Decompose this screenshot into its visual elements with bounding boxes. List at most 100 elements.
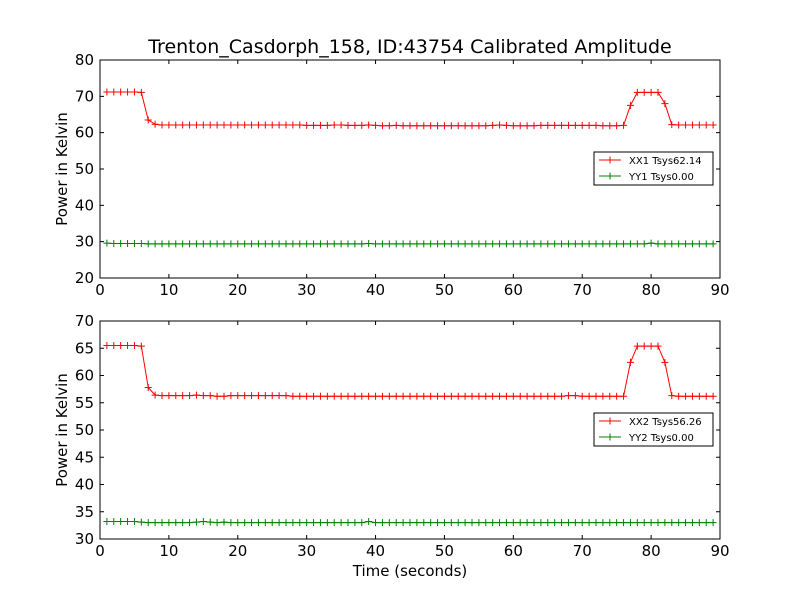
top-point-0-66 — [558, 121, 566, 129]
bottom-point-1-60 — [516, 519, 524, 527]
bottom-point-0-8 — [158, 392, 166, 400]
bottom-point-0-61 — [523, 392, 531, 400]
top-point-0-63 — [537, 121, 545, 129]
top-point-0-29 — [303, 121, 311, 129]
bottom-point-0-18 — [227, 392, 235, 400]
bottom-point-0-30 — [310, 392, 318, 400]
bottom-point-0-55 — [482, 392, 490, 400]
bottom-point-1-59 — [509, 519, 517, 527]
top-point-0-58 — [502, 121, 510, 129]
bottom-point-1-74 — [613, 519, 621, 527]
bottom-point-0-41 — [385, 392, 393, 400]
bottom-point-0-49 — [440, 392, 448, 400]
top-point-1-11 — [179, 240, 187, 248]
top-point-0-82 — [668, 121, 676, 129]
top-point-1-42 — [392, 240, 400, 248]
bottom-point-0-43 — [399, 392, 407, 400]
bottom-legend-label-1: YY2 Tsys0.00 — [628, 433, 694, 444]
bottom-ytick-label-1: 35 — [75, 503, 94, 521]
top-point-1-7 — [151, 240, 159, 248]
bottom-series-line-0 — [106, 345, 714, 397]
top-point-1-83 — [675, 240, 683, 248]
top-point-0-87 — [702, 121, 710, 129]
bottom-point-1-18 — [227, 519, 235, 527]
top-point-0-69 — [578, 121, 586, 129]
top-point-1-47 — [427, 240, 435, 248]
bottom-point-0-60 — [516, 392, 524, 400]
top-point-0-85 — [688, 121, 696, 129]
bottom-point-1-35 — [344, 519, 352, 527]
top-ytick-label-5: 70 — [75, 87, 94, 105]
bottom-point-0-35 — [344, 392, 352, 400]
bottom-point-0-67 — [564, 392, 572, 400]
bottom-point-1-14 — [199, 518, 207, 526]
top-point-0-5 — [137, 88, 145, 96]
top-point-1-38 — [365, 239, 373, 247]
bottom-plot-panel: 0 10 20 30 40 50 60 70 80 90 30 35 40 45 50 55 60 65 70 Pow… — [53, 312, 730, 580]
bottom-point-0-46 — [420, 392, 428, 400]
bottom-point-1-54 — [475, 519, 483, 527]
bottom-point-1-23 — [261, 519, 269, 527]
bottom-point-0-25 — [275, 392, 283, 400]
bottom-point-1-10 — [172, 519, 180, 527]
bottom-point-1-75 — [620, 519, 628, 527]
bottom-point-1-45 — [413, 519, 421, 527]
top-point-0-0 — [103, 88, 111, 96]
bottom-point-1-13 — [192, 518, 200, 526]
top-point-1-0 — [103, 239, 111, 247]
bottom-point-0-4 — [130, 342, 138, 350]
top-point-1-3 — [124, 239, 132, 247]
bottom-point-1-72 — [599, 519, 607, 527]
bottom-point-0-76 — [626, 358, 634, 366]
bottom-point-0-5 — [137, 342, 145, 350]
bottom-point-0-52 — [461, 392, 469, 400]
bottom-point-1-12 — [186, 519, 194, 527]
bottom-point-1-71 — [592, 519, 600, 527]
top-point-1-82 — [668, 240, 676, 248]
bottom-point-0-87 — [702, 392, 710, 400]
bottom-point-1-29 — [303, 519, 311, 527]
bottom-point-0-39 — [372, 392, 380, 400]
top-point-0-9 — [165, 121, 173, 129]
bottom-point-0-40 — [378, 392, 386, 400]
bottom-point-0-21 — [248, 392, 256, 400]
bottom-point-0-17 — [220, 392, 228, 400]
bottom-xtick-label-1: 10 — [159, 542, 178, 560]
top-point-1-68 — [571, 240, 579, 248]
top-point-1-20 — [241, 240, 249, 248]
top-point-0-83 — [675, 121, 683, 129]
bottom-point-0-7 — [151, 391, 159, 399]
top-point-0-35 — [344, 121, 352, 129]
bottom-point-1-4 — [130, 518, 138, 526]
bottom-point-1-81 — [661, 519, 669, 527]
top-point-1-18 — [227, 240, 235, 248]
bottom-xtick-label-9: 90 — [710, 542, 729, 560]
top-legend-box — [593, 151, 714, 186]
bottom-point-1-25 — [275, 519, 283, 527]
top-point-0-13 — [192, 121, 200, 129]
top-point-1-35 — [344, 240, 352, 248]
top-point-0-45 — [413, 122, 421, 130]
bottom-point-0-16 — [213, 392, 221, 400]
top-series-line-0 — [106, 91, 714, 127]
top-point-0-59 — [509, 122, 517, 130]
bottom-point-1-1 — [110, 518, 118, 526]
top-legend-label-0: XX1 Tsys62.14 — [629, 156, 702, 167]
bottom-point-1-51 — [454, 519, 462, 527]
top-point-1-73 — [606, 240, 614, 248]
bottom-point-0-78 — [640, 342, 648, 350]
bottom-point-0-29 — [303, 392, 311, 400]
top-point-1-71 — [592, 240, 600, 248]
bottom-point-0-37 — [358, 392, 366, 400]
top-point-0-25 — [275, 121, 283, 129]
bottom-point-0-63 — [537, 392, 545, 400]
top-point-1-46 — [420, 240, 428, 248]
top-point-0-10 — [172, 121, 180, 129]
top-point-1-37 — [358, 240, 366, 248]
top-xtick-label-7: 70 — [573, 281, 592, 299]
bottom-point-1-50 — [447, 519, 455, 527]
bottom-point-1-28 — [296, 519, 304, 527]
top-point-0-8 — [158, 121, 166, 129]
top-point-1-6 — [144, 240, 152, 248]
top-point-1-75 — [620, 240, 628, 248]
